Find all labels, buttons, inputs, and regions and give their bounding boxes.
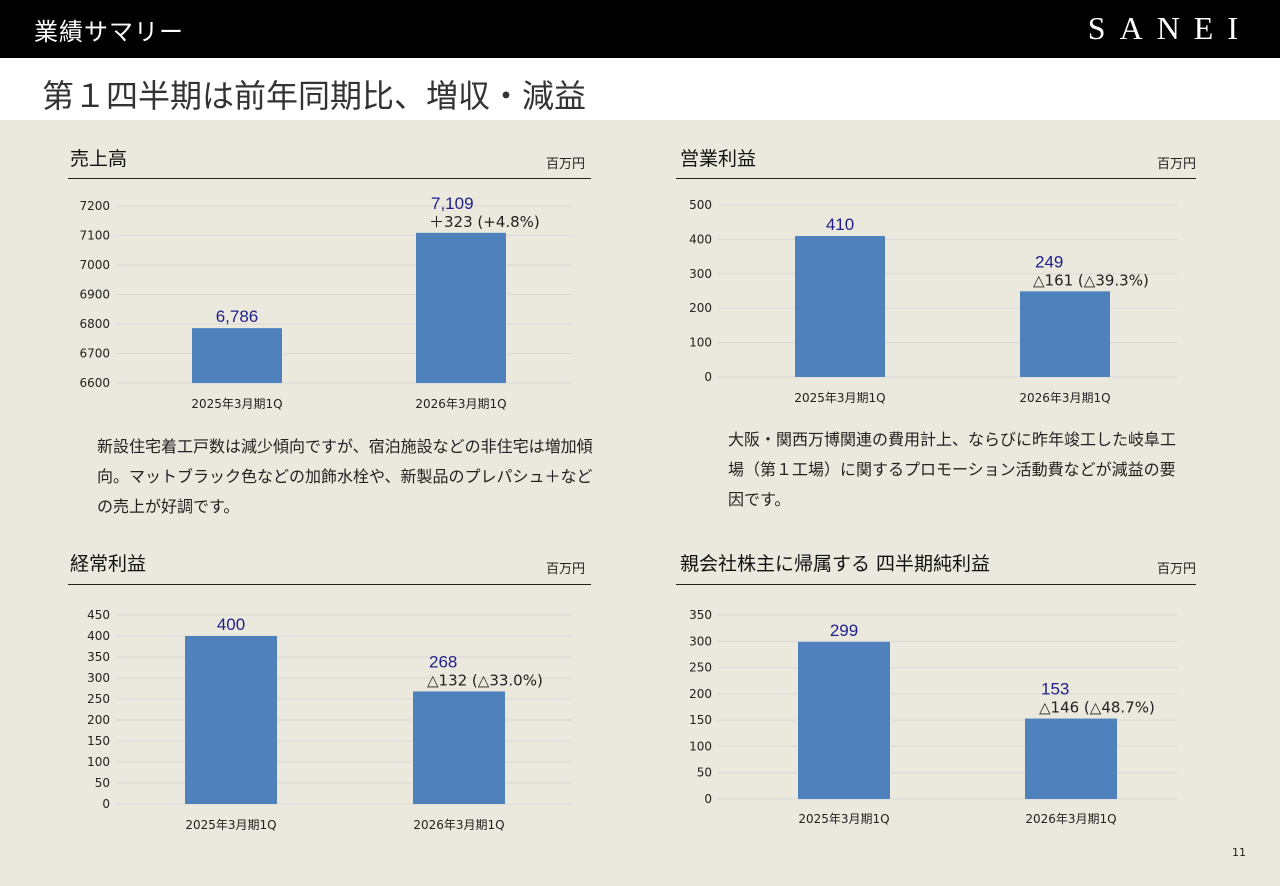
change-label: △146 (△48.7%) [1039, 699, 1155, 717]
y-tick-label: 250 [689, 661, 712, 675]
y-tick-label: 0 [102, 797, 110, 811]
unit-label-net-income: 百万円 [1157, 562, 1197, 577]
y-tick-label: 350 [689, 608, 712, 622]
y-tick-label: 6800 [79, 317, 110, 331]
y-tick-label: 400 [689, 232, 712, 246]
y-tick-label: 300 [689, 634, 712, 648]
data-label: 153 [1041, 680, 1069, 699]
panel-rule-net-income [676, 584, 1196, 585]
y-tick-label: 450 [87, 608, 110, 622]
data-label: 249 [1035, 252, 1063, 271]
top-bar: 業績サマリー SANEI [0, 0, 1280, 58]
y-tick-label: 6900 [79, 288, 110, 302]
page-headline: 第１四半期は前年同期比、増収・減益 [42, 77, 587, 115]
y-tick-label: 400 [87, 629, 110, 643]
y-tick-label: 0 [704, 370, 712, 384]
x-category-label: 2025年3月期1Q [798, 812, 889, 826]
y-tick-label: 100 [689, 739, 712, 753]
bar [192, 328, 282, 383]
panel-rule-sales [68, 178, 591, 179]
chart-net-income: 0 50 100 150 200 250 300 350 2025年3月期1Q 299 2026年3… [689, 608, 1177, 826]
page-number: 11 [1232, 846, 1246, 859]
x-category-label: 2025年3月期1Q [191, 397, 282, 411]
description-sales: 新設住宅着工戸数は減少傾向ですが、宿泊施設などの非住宅は増加傾向。マットブラック… [97, 437, 593, 516]
y-tick-label: 200 [87, 713, 110, 727]
chart-sales: 6600 6700 6800 6900 7000 7100 7200 2025年3月期1Q 6,… [79, 194, 572, 411]
description-operating-profit: 大阪・関西万博関連の費用計上、ならびに昨年竣工した岐阜工場（第１工場）に関するプ… [728, 430, 1177, 509]
y-tick-label: 100 [87, 755, 110, 769]
y-tick-label: 250 [87, 692, 110, 706]
bar [413, 691, 505, 804]
y-tick-label: 0 [704, 792, 712, 806]
y-tick-label: 50 [697, 766, 712, 780]
y-tick-label: 150 [87, 734, 110, 748]
section-title: 業績サマリー [34, 18, 184, 46]
x-category-label: 2025年3月期1Q [185, 818, 276, 832]
y-tick-label: 50 [95, 776, 110, 790]
data-label: 7,109 [431, 194, 474, 213]
bar [1025, 718, 1117, 799]
bar [416, 232, 506, 383]
data-label: 268 [429, 652, 457, 671]
bar [795, 235, 885, 377]
y-tick-label: 100 [689, 336, 712, 350]
x-category-label: 2026年3月期1Q [1019, 391, 1110, 405]
company-logo: SANEI [1087, 10, 1252, 46]
y-tick-label: 200 [689, 301, 712, 315]
y-tick-label: 6700 [79, 347, 110, 361]
change-label: ＋323 (+4.8%) [429, 213, 540, 231]
panel-rule-ordinary-profit [68, 584, 591, 585]
y-tick-label: 300 [689, 267, 712, 281]
panel-rule-operating-profit [676, 178, 1196, 179]
x-category-label: 2026年3月期1Q [415, 397, 506, 411]
data-label: 410 [826, 215, 854, 234]
y-tick-label: 200 [689, 687, 712, 701]
chart-operating-profit: 0 100 200 300 400 500 2025年3月期1Q 410 2026年3月期1Q 2… [689, 198, 1177, 405]
change-label: △132 (△33.0%) [427, 671, 543, 689]
y-tick-label: 7000 [79, 258, 110, 272]
bar [1020, 291, 1110, 377]
panel-title-operating-profit: 営業利益 [680, 148, 757, 170]
unit-label-sales: 百万円 [546, 157, 586, 172]
x-category-label: 2026年3月期1Q [413, 818, 504, 832]
data-label: 400 [217, 615, 245, 634]
chart-ordinary-profit: 0 50 100 150 200 250 300 350 400 450 2025年3月期1Q 400… [87, 608, 572, 832]
panel-title-net-income: 親会社株主に帰属する 四半期純利益 [680, 553, 991, 575]
y-tick-label: 300 [87, 671, 110, 685]
change-label: △161 (△39.3%) [1033, 271, 1149, 289]
title-bar: 第１四半期は前年同期比、増収・減益 [0, 58, 1280, 120]
bar [185, 636, 277, 804]
unit-label-operating-profit: 百万円 [1157, 157, 1197, 172]
y-tick-label: 500 [689, 198, 712, 212]
data-label: 6,786 [216, 307, 259, 326]
panel-title-ordinary-profit: 経常利益 [70, 553, 147, 575]
y-tick-label: 7200 [79, 199, 110, 213]
y-tick-label: 6600 [79, 376, 110, 390]
x-category-label: 2026年3月期1Q [1025, 812, 1116, 826]
y-tick-label: 7100 [79, 229, 110, 243]
x-category-label: 2025年3月期1Q [794, 391, 885, 405]
data-label: 299 [830, 621, 858, 640]
y-tick-label: 150 [689, 713, 712, 727]
bar [798, 641, 890, 799]
unit-label-ordinary-profit: 百万円 [546, 562, 586, 577]
y-tick-label: 350 [87, 650, 110, 664]
panel-title-sales: 売上高 [70, 148, 128, 170]
